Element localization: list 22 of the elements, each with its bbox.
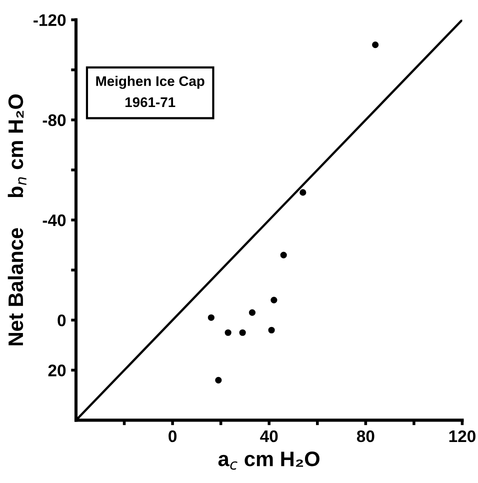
point [248,309,256,316]
y-tick-label: -40 [42,214,66,226]
point [270,296,278,304]
x-tick-label: 120 [449,430,476,442]
y-tick-label: -80 [42,114,66,126]
point [280,252,287,258]
y-axis-title: Net Balance b$_{n}$ cm H₂O [8,94,26,346]
x-tick-label: 40 [260,430,278,442]
point [224,329,232,336]
x-tick-label: 0 [168,430,177,442]
x-axis-title: a$_{c}$ cm H₂O [218,452,320,470]
annotation: Meighen Ice Cap 1961-71 [96,76,204,108]
point [239,329,246,336]
point [268,326,275,334]
point [300,189,306,196]
point [208,314,214,321]
y-tick-label: 0 [58,314,66,326]
x-tick-label: 80 [356,430,374,442]
y-tick-label: 20 [48,364,66,376]
point [372,42,379,48]
point [215,376,222,384]
y-tick-label: -120 [34,14,66,26]
